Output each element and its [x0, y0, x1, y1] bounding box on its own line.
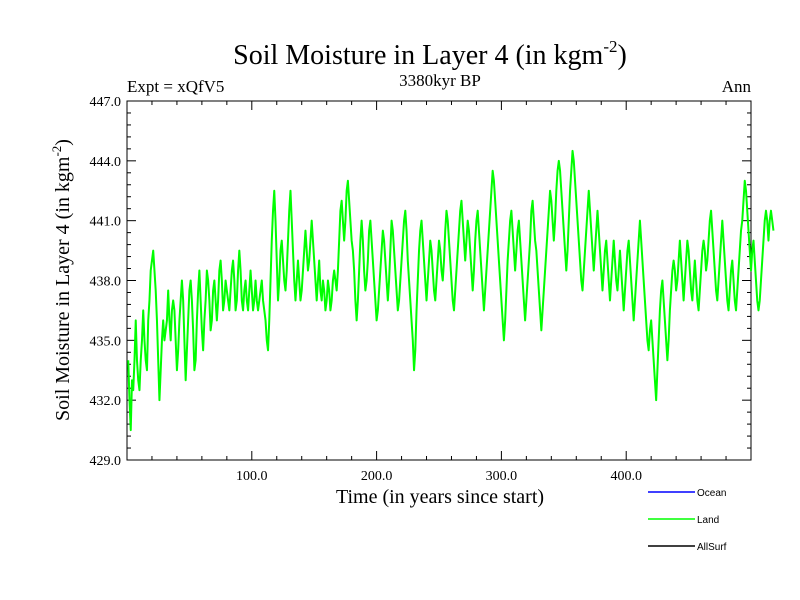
y-axis-label: Soil Moisture in Layer 4 (in kgm-2) [49, 139, 74, 421]
x-tick-label: 400.0 [610, 469, 642, 484]
series-line-land [127, 149, 775, 432]
x-tick-label: 200.0 [361, 469, 393, 484]
x-axis-label: Time (in years since start) [336, 486, 544, 508]
y-tick-label: 441.0 [90, 215, 122, 230]
y-tick-labels: 429.0 432.0 435.0 438.0 441.0 444.0 447.0 [90, 95, 122, 469]
legend-label-allsurf: AllSurf [697, 542, 727, 553]
y-tick-label: 447.0 [90, 95, 122, 110]
y-tick-label: 432.0 [90, 394, 122, 409]
subtitle-right: Ann [722, 77, 752, 96]
subtitle-left: Expt = xQfV5 [127, 77, 224, 96]
y-tick-label: 438.0 [90, 275, 122, 290]
x-tick-labels: 100.0 200.0 300.0 400.0 [236, 469, 642, 484]
y-tick-label: 444.0 [90, 155, 122, 170]
x-tick-label: 300.0 [486, 469, 518, 484]
legend-label-land: Land [697, 515, 719, 526]
chart-title: Soil Moisture in Layer 4 (in kgm-2) [233, 37, 627, 71]
x-tick-label: 100.0 [236, 469, 268, 484]
legend-label-ocean: Ocean [697, 488, 726, 499]
legend: Ocean Land AllSurf [648, 488, 727, 553]
y-tick-label: 435.0 [90, 334, 122, 349]
y-tick-label: 429.0 [90, 454, 122, 469]
subtitle-center: 3380kyr BP [399, 71, 481, 90]
axis-ticks [127, 100, 751, 461]
plot-frame [126, 100, 752, 461]
